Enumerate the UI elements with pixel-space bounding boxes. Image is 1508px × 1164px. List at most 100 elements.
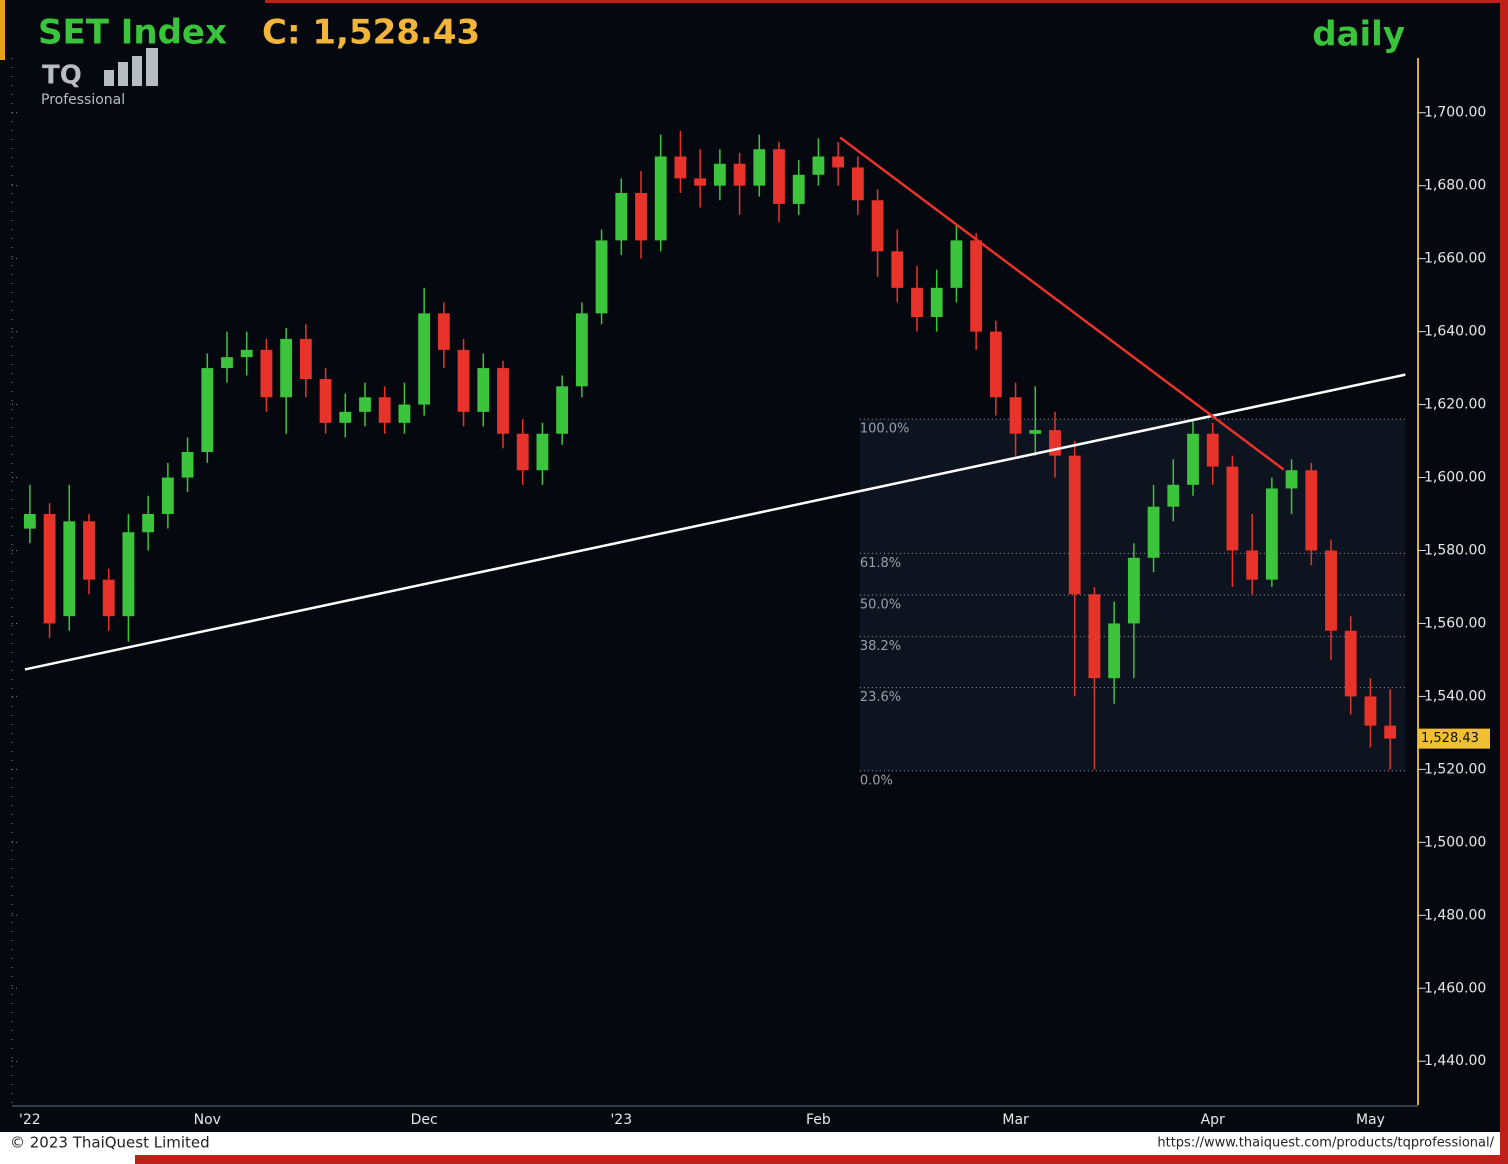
candle-body bbox=[260, 349, 273, 398]
x-tick-label: '22 bbox=[19, 1112, 41, 1128]
candle-body bbox=[477, 368, 490, 412]
candle-body bbox=[1167, 484, 1180, 507]
candle-body bbox=[911, 287, 923, 318]
candle-body bbox=[1325, 550, 1337, 631]
fib-label: 61.8% bbox=[860, 556, 901, 571]
accent bbox=[0, 0, 5, 60]
footer bbox=[0, 1132, 1500, 1155]
candle-body bbox=[122, 532, 135, 617]
chart-title: SET Index bbox=[38, 13, 227, 53]
logo-bar bbox=[146, 48, 158, 86]
candle-body bbox=[1305, 470, 1318, 551]
x-tick-label: Apr bbox=[1201, 1112, 1225, 1128]
candle-body bbox=[1147, 506, 1160, 558]
candle-body bbox=[713, 163, 726, 186]
candle-body bbox=[457, 349, 470, 412]
candle-body bbox=[851, 167, 864, 201]
logo-bar bbox=[118, 62, 128, 86]
candle-body bbox=[1364, 696, 1377, 726]
candle-body bbox=[1344, 630, 1357, 697]
candle-body bbox=[812, 156, 825, 175]
close-label: C: 1,528.43 bbox=[262, 13, 480, 53]
candle-body bbox=[378, 397, 391, 423]
border-right bbox=[1500, 0, 1508, 1164]
candle-body bbox=[1187, 433, 1199, 485]
candle-body bbox=[832, 156, 845, 168]
url: https://www.thaiquest.com/products/tqpro… bbox=[1157, 1136, 1494, 1151]
candle-body bbox=[319, 379, 332, 423]
candle-body bbox=[299, 338, 312, 380]
candle-body bbox=[1226, 466, 1239, 551]
candle-body bbox=[773, 149, 785, 204]
candle-body bbox=[674, 156, 687, 179]
candle-body bbox=[418, 313, 431, 405]
y-tick-label: 1,480.00 bbox=[1424, 907, 1486, 923]
logo-bar bbox=[104, 70, 114, 86]
fib-label: 50.0% bbox=[860, 597, 901, 612]
candle-body bbox=[1068, 455, 1081, 595]
candle-body bbox=[1246, 550, 1259, 580]
candle-body bbox=[595, 240, 608, 314]
candle-body bbox=[989, 331, 1002, 398]
x-tick-label: Dec bbox=[411, 1112, 438, 1128]
candle-body bbox=[63, 521, 76, 617]
candle-body bbox=[181, 451, 194, 478]
candle-body bbox=[102, 579, 115, 617]
candle-body bbox=[1384, 725, 1397, 739]
candle-body bbox=[221, 357, 233, 369]
fib-label: 23.6% bbox=[860, 690, 901, 705]
candle-body bbox=[556, 386, 569, 434]
candle-body bbox=[970, 240, 983, 332]
trendline bbox=[24, 373, 1406, 671]
y-tick-label: 1,680.00 bbox=[1424, 178, 1486, 194]
candle-body bbox=[654, 156, 667, 241]
copyright: © 2023 ThaiQuest Limited bbox=[10, 1134, 210, 1152]
candle-body bbox=[891, 251, 904, 288]
y-tick-label: 1,640.00 bbox=[1424, 324, 1486, 340]
fib-label: 0.0% bbox=[860, 773, 893, 788]
candle-body bbox=[142, 514, 155, 533]
candle-body bbox=[615, 192, 628, 241]
y-tick-label: 1,500.00 bbox=[1424, 834, 1486, 850]
candle-body bbox=[871, 200, 884, 252]
candle-body bbox=[339, 411, 352, 423]
fib-label: 38.2% bbox=[860, 639, 901, 654]
border-top bbox=[265, 0, 1508, 3]
y-tick-label: 1,660.00 bbox=[1424, 251, 1486, 267]
candle-body bbox=[1088, 594, 1101, 679]
border-bottom bbox=[135, 1155, 1508, 1164]
y-tick-label: 1,560.00 bbox=[1424, 615, 1486, 631]
trendline bbox=[839, 136, 1285, 471]
x-tick-label: Feb bbox=[806, 1112, 831, 1128]
candle-body bbox=[516, 433, 529, 471]
candle-body bbox=[733, 163, 746, 186]
candle-body bbox=[23, 514, 36, 529]
logo-bar bbox=[132, 56, 142, 86]
y-tick-label: 1,440.00 bbox=[1424, 1053, 1486, 1069]
candle-body bbox=[950, 240, 963, 288]
candle-body bbox=[240, 349, 253, 358]
candle-body bbox=[930, 287, 943, 318]
candle-body bbox=[83, 521, 95, 580]
candle-body bbox=[1049, 430, 1061, 456]
candle-body bbox=[1108, 623, 1121, 679]
candle-body bbox=[359, 397, 371, 412]
candle-body bbox=[280, 338, 293, 398]
logo-sub: Professional bbox=[41, 92, 125, 108]
candle-body bbox=[1029, 430, 1042, 434]
candle-body bbox=[201, 368, 214, 452]
y-tick-label: 1,620.00 bbox=[1424, 397, 1486, 413]
candle-body bbox=[536, 433, 549, 471]
y-tick-label: 1,520.00 bbox=[1424, 761, 1486, 777]
candle-body bbox=[437, 313, 450, 350]
candle-body bbox=[43, 514, 56, 624]
candle-body bbox=[398, 404, 411, 423]
x-tick-label: '23 bbox=[610, 1112, 632, 1128]
candle-body bbox=[1206, 433, 1219, 467]
y-tick-label: 1,540.00 bbox=[1424, 688, 1486, 704]
logo: TQ bbox=[42, 61, 82, 91]
candle-body bbox=[753, 149, 766, 186]
y-tick-label: 1,600.00 bbox=[1424, 470, 1486, 486]
last-price-tag bbox=[1418, 728, 1490, 749]
